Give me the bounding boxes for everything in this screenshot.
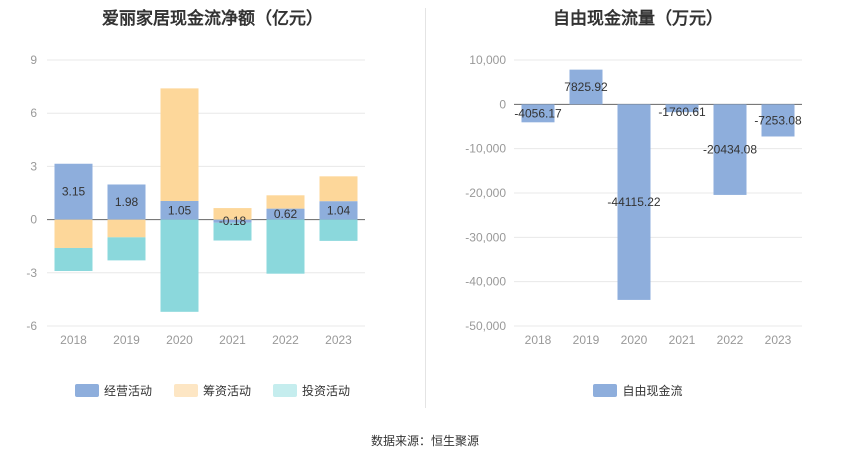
legend-item-fcf[interactable]: 自由现金流 — [593, 382, 683, 399]
bar-operating — [107, 184, 146, 220]
bar-free-cash-flow — [521, 104, 555, 123]
bar-financing — [266, 195, 305, 209]
x-tick-label: 2023 — [325, 333, 352, 347]
bar-free-cash-flow — [761, 104, 795, 137]
bar-investing — [160, 219, 199, 312]
bar-operating — [319, 201, 358, 220]
x-tick-label: 2021 — [219, 333, 246, 347]
x-tick-label: 2019 — [573, 333, 600, 347]
legend-swatch-fcf — [593, 384, 618, 397]
legend-item-financing[interactable]: 筹资活动 — [173, 382, 251, 399]
bar-free-cash-flow — [617, 104, 651, 300]
bar-financing — [107, 219, 146, 238]
legend-label-operating: 经营活动 — [103, 384, 152, 398]
bar-free-cash-flow — [713, 104, 747, 195]
x-tick-label: 2022 — [717, 333, 744, 347]
chart-title: 自由现金流量（万元） — [553, 9, 723, 29]
x-tick-label: 2023 — [765, 333, 792, 347]
cash-flow-chart: 9 6 3 0 -3 -6 2018 2019 2020 2021 2022 2023 3.15 1.98… — [26, 53, 365, 347]
panel-divider — [425, 8, 426, 408]
y-tick-label: -40,000 — [465, 275, 506, 289]
legend-swatch-financing — [173, 384, 198, 397]
y-tick-label: -20,000 — [465, 186, 506, 200]
y-tick-label: -30,000 — [465, 230, 506, 244]
bar-free-cash-flow — [665, 104, 699, 113]
bar-operating — [213, 219, 252, 223]
x-tick-label: 2019 — [113, 333, 140, 347]
x-tick-label: 2020 — [166, 333, 193, 347]
data-label: -0.18 — [219, 214, 247, 228]
legend-item-investing[interactable]: 投资活动 — [273, 382, 350, 399]
data-label: -20434.08 — [703, 143, 757, 157]
y-tick-label: 0 — [30, 213, 37, 227]
y-tick-label: 9 — [30, 53, 37, 67]
data-label: 7825.92 — [564, 80, 608, 94]
y-tick-label: -3 — [26, 266, 37, 280]
legend: 经营活动 筹资活动 投资活动 — [0, 382, 425, 399]
x-tick-label: 2022 — [272, 333, 299, 347]
bar-operating — [54, 163, 93, 220]
bar-investing — [266, 219, 305, 274]
cash-flow-panel: 爱丽家居现金流净额（亿元） 9 6 3 0 -3 -6 2018 2019 2020 2021 20… — [0, 0, 425, 420]
data-source: 数据来源：恒生聚源 — [370, 434, 479, 448]
legend-swatch-investing — [273, 384, 297, 397]
legend: 自由现金流 — [426, 382, 850, 399]
y-tick-label: 10,000 — [469, 53, 506, 67]
bar-operating — [160, 200, 199, 220]
x-tick-label: 2020 — [621, 333, 648, 347]
y-tick-label: -50,000 — [465, 319, 506, 333]
bar-free-cash-flow — [569, 69, 603, 105]
data-label: -7253.08 — [754, 113, 802, 127]
bar-operating — [266, 208, 305, 220]
data-label: -1760.61 — [658, 105, 706, 119]
data-label: 1.98 — [115, 195, 139, 209]
data-label: 3.15 — [62, 185, 86, 199]
legend-label-financing: 筹资活动 — [202, 384, 251, 398]
legend-item-operating[interactable]: 经营活动 — [74, 382, 152, 399]
x-tick-label: 2018 — [525, 333, 552, 347]
legend-label-investing: 投资活动 — [302, 384, 351, 398]
bar-investing — [319, 219, 358, 241]
bar-financing — [54, 219, 93, 248]
y-tick-label: -10,000 — [465, 142, 506, 156]
free-cash-flow-chart: 10,000 0 -10,000 -20,000 -30,000 -40,000 -50,0… — [465, 53, 802, 347]
bar-financing — [319, 176, 358, 202]
bar-investing — [107, 237, 146, 261]
data-label: -4056.17 — [514, 106, 562, 120]
bar-financing — [213, 208, 252, 220]
y-tick-label: 0 — [499, 97, 506, 111]
y-tick-label: 6 — [30, 106, 37, 120]
x-tick-label: 2021 — [669, 333, 696, 347]
x-tick-label: 2018 — [60, 333, 87, 347]
bar-investing — [54, 247, 93, 272]
data-label: 0.62 — [274, 207, 298, 221]
data-label: 1.05 — [168, 203, 192, 217]
y-tick-label: 3 — [30, 159, 37, 173]
chart-title: 爱丽家居现金流净额（亿元） — [102, 9, 323, 29]
data-label: -44115.22 — [607, 195, 660, 209]
bar-financing — [160, 88, 199, 201]
data-label: 1.04 — [327, 203, 351, 217]
bar-investing — [213, 222, 252, 241]
free-cash-flow-panel: 自由现金流量（万元） 10,000 0 -10,000 -20,000 -30,000 -… — [426, 0, 850, 420]
legend-label-fcf: 自由现金流 — [622, 384, 683, 398]
y-tick-label: -6 — [26, 319, 37, 333]
legend-swatch-operating — [74, 384, 99, 397]
